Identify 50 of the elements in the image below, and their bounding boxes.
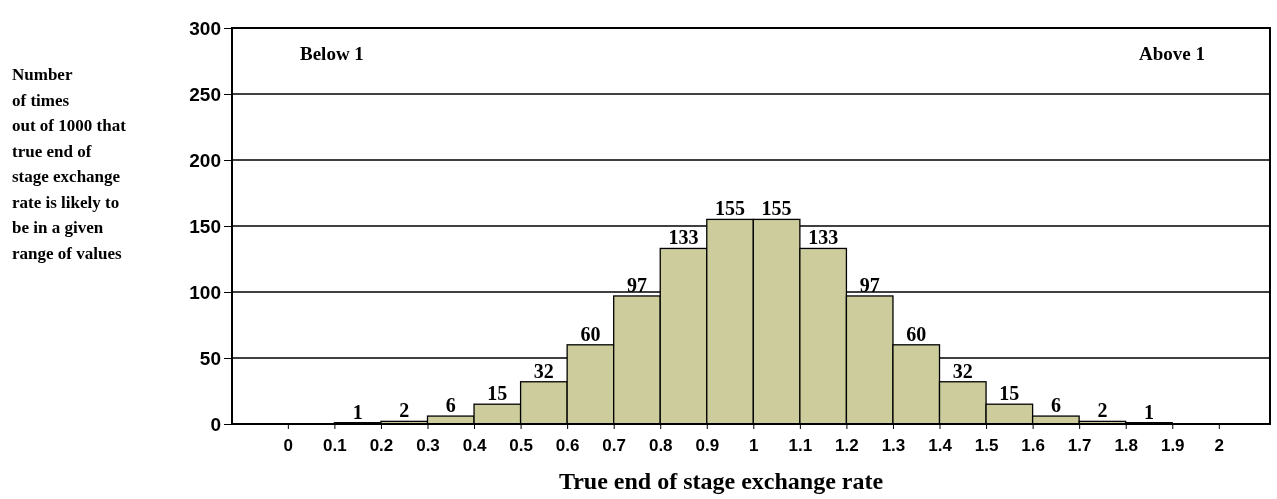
data-label: 97 [859,273,880,296]
x-tick-label: 0.2 [369,436,394,456]
x-tick-label: 2 [1214,436,1225,456]
y-axis-title: Number of times out of 1000 that true end of stage exchange rate is likely to be in a given range of values [12,65,127,263]
data-label: 15 [999,382,1020,405]
x-tick-label: 0.1 [323,436,347,456]
y-tick-label: 250 [189,83,221,105]
x-tick-label: 0.7 [602,436,627,456]
x-tick-label: 1.5 [974,436,999,456]
annotation: Below 1 [300,43,364,64]
data-label: 133 [808,226,839,249]
data-label: 133 [668,226,699,249]
data-label: 2 [1097,399,1108,422]
x-tick-label: 1.3 [881,436,906,456]
y-tick-label: 100 [189,281,221,303]
x-tick-label: 1.8 [1114,436,1139,456]
y-tick-label: 200 [189,149,221,171]
data-label: 60 [906,322,927,345]
y-tick-label: 50 [199,347,221,369]
x-tick-label: 0.4 [462,436,487,456]
data-label: 1 [1143,400,1154,423]
x-tick-label: 0.9 [695,436,720,456]
x-axis-title: True end of stage exchange rate [558,468,884,494]
x-tick-label: 1.2 [835,436,859,456]
data-label: 15 [487,382,508,405]
data-label: 97 [626,273,647,296]
y-tick-label: 0 [210,413,221,435]
data-label: 155 [715,197,746,220]
data-label: 155 [761,197,792,220]
data-label: 60 [580,322,601,345]
data-label: 2 [399,399,410,422]
y-tick-label: 300 [189,17,221,39]
data-label: 6 [1050,394,1061,417]
x-tick-label: 1.4 [928,436,953,456]
x-tick-label: 1.7 [1067,436,1092,456]
data-label: 32 [952,359,973,382]
annotation: Above 1 [1139,43,1205,64]
x-tick-label: 0.6 [555,436,580,456]
x-tick-label: 0.3 [416,436,440,456]
x-tick-label: 1 [749,436,759,456]
data-label: 6 [445,394,456,417]
y-tick-label: 150 [189,215,221,237]
x-tick-label: 0 [283,436,294,456]
x-tick-label: 1.9 [1160,436,1185,456]
x-tick-label: 1.1 [788,436,813,456]
x-tick-label: 1.6 [1021,436,1045,456]
data-label: 1 [352,400,363,423]
x-tick-label: 0.5 [509,436,533,456]
data-label: 32 [533,359,554,382]
x-tick-label: 0.8 [648,436,673,456]
